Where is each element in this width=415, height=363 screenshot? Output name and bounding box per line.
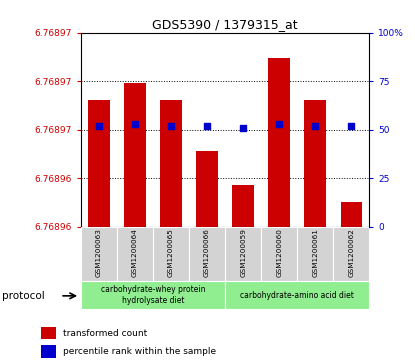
Bar xyxy=(88,100,110,227)
Bar xyxy=(196,151,218,227)
Text: GSM1200063: GSM1200063 xyxy=(96,229,102,277)
Bar xyxy=(333,227,369,281)
Text: GSM1200066: GSM1200066 xyxy=(204,229,210,277)
Point xyxy=(348,123,355,129)
Bar xyxy=(189,227,225,281)
Text: carbohydrate-amino acid diet: carbohydrate-amino acid diet xyxy=(240,291,354,300)
Point xyxy=(240,125,247,131)
Point xyxy=(204,123,210,129)
Bar xyxy=(232,185,254,227)
Bar xyxy=(340,201,362,227)
Bar xyxy=(41,345,56,358)
Bar xyxy=(81,281,225,309)
Point xyxy=(132,121,138,127)
Text: GSM1200065: GSM1200065 xyxy=(168,229,174,277)
Bar xyxy=(81,227,117,281)
Bar xyxy=(305,100,326,227)
Point xyxy=(95,123,102,129)
Text: GSM1200061: GSM1200061 xyxy=(312,229,318,277)
Point xyxy=(276,121,283,127)
Bar xyxy=(225,281,369,309)
Text: GSM1200062: GSM1200062 xyxy=(348,229,354,277)
Bar xyxy=(160,100,182,227)
Text: GSM1200059: GSM1200059 xyxy=(240,229,246,277)
Text: percentile rank within the sample: percentile rank within the sample xyxy=(63,347,216,356)
Bar xyxy=(117,227,153,281)
Text: protocol: protocol xyxy=(2,291,45,301)
Bar xyxy=(261,227,297,281)
Text: GSM1200060: GSM1200060 xyxy=(276,229,282,277)
Text: GSM1200064: GSM1200064 xyxy=(132,229,138,277)
Bar xyxy=(153,227,189,281)
Bar xyxy=(297,227,333,281)
Text: transformed count: transformed count xyxy=(63,329,147,338)
Bar xyxy=(41,327,56,339)
Point xyxy=(168,123,174,129)
Bar xyxy=(269,58,290,227)
Bar xyxy=(124,83,146,227)
Text: carbohydrate-whey protein
hydrolysate diet: carbohydrate-whey protein hydrolysate di… xyxy=(101,285,205,305)
Title: GDS5390 / 1379315_at: GDS5390 / 1379315_at xyxy=(152,19,298,32)
Point xyxy=(312,123,319,129)
Bar xyxy=(225,227,261,281)
